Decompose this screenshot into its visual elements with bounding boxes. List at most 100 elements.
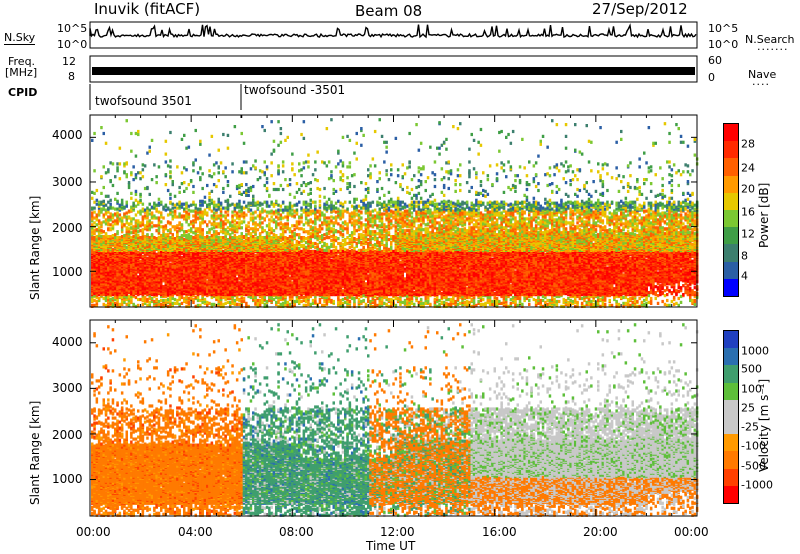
heatmap-cell (222, 249, 225, 253)
heatmap-cell (134, 222, 138, 226)
heatmap-cell (155, 209, 158, 213)
heatmap-cell (219, 201, 223, 205)
heatmap-cell (146, 297, 149, 302)
heatmap-cell (247, 186, 250, 191)
heatmap-cell (176, 202, 179, 206)
heatmap-cell (130, 222, 133, 226)
heatmap-cell (162, 244, 165, 248)
heatmap-cell (215, 203, 218, 207)
heatmap-cell (146, 256, 149, 260)
heatmap-cell (153, 294, 156, 299)
heatmap-cell (178, 236, 181, 240)
cpid-segment-1: twofsound 3501 (95, 94, 192, 108)
heatmap-cell (171, 214, 174, 218)
heatmap-cell (231, 299, 234, 304)
heatmap-cell (240, 299, 243, 304)
heatmap-cell (245, 233, 248, 237)
heatmap-cell (134, 176, 138, 180)
heatmap-cell (137, 234, 140, 238)
heatmap-cell (256, 223, 260, 227)
heatmap-cell (130, 288, 133, 292)
heatmap-cell (116, 207, 119, 211)
heatmap-cell (148, 223, 151, 227)
heatmap-cell (201, 232, 204, 236)
heatmap-cell (143, 224, 147, 228)
heatmap-cell (194, 232, 197, 236)
heatmap-cell (252, 203, 255, 207)
heatmap-cell (109, 301, 112, 305)
heatmap-cell (226, 146, 230, 150)
heatmap-cell (146, 151, 149, 155)
heatmap-cell (208, 248, 211, 252)
heatmap-cell (100, 291, 103, 295)
heatmap-cell (153, 216, 156, 220)
heatmap-cell (231, 202, 234, 206)
heatmap-cell (141, 217, 145, 221)
heatmap-cell (249, 167, 253, 171)
heatmap-cell (173, 209, 177, 213)
heatmap-cell (118, 284, 122, 288)
heatmap-cell (114, 212, 117, 216)
heatmap-cell (160, 263, 163, 267)
heatmap-cell (199, 139, 202, 143)
heatmap-cell (189, 235, 193, 239)
heatmap-cell (245, 193, 248, 197)
heatmap-cell (148, 202, 151, 206)
heatmap-cell (164, 294, 168, 299)
heatmap-cell (134, 189, 138, 193)
heatmap-cell (155, 207, 158, 211)
heatmap-cell (114, 278, 117, 282)
heatmap-cell (137, 132, 140, 137)
heatmap-cell (150, 287, 154, 291)
heatmap-cell (102, 165, 105, 169)
heatmap-cell (93, 274, 96, 278)
heatmap-cell (132, 285, 135, 289)
heatmap-cell (254, 221, 257, 225)
heatmap-cell (123, 297, 126, 302)
heatmap-cell (153, 248, 156, 252)
heatmap-cell (160, 225, 163, 229)
heatmap-cell (116, 162, 119, 166)
heatmap-cell (176, 301, 179, 305)
heatmap-cell (226, 198, 230, 202)
heatmap-cell (210, 222, 214, 226)
heatmap-cell (104, 283, 108, 287)
heatmap-cell (203, 208, 207, 212)
heatmap-cell (171, 225, 174, 229)
heatmap-cell (153, 303, 156, 307)
heatmap-cell (97, 296, 101, 301)
heatmap-cell (107, 283, 110, 287)
heatmap-cell (102, 230, 105, 234)
heatmap-cell (199, 229, 202, 233)
heatmap-cell (256, 236, 260, 240)
heatmap-cell (229, 287, 232, 291)
heatmap-cell (215, 257, 218, 261)
heatmap-cell (127, 185, 131, 190)
heatmap-cell (146, 233, 149, 237)
heatmap-cell (155, 175, 158, 179)
heatmap-cell (254, 159, 257, 163)
heatmap-cell (127, 296, 131, 301)
heatmap-cell (93, 169, 96, 173)
heatmap-cell (235, 229, 239, 233)
heatmap-cell (139, 297, 142, 302)
heatmap-cell (125, 230, 128, 234)
heatmap-cell (146, 206, 149, 210)
heatmap-cell (141, 220, 145, 224)
heatmap-cell (235, 236, 239, 240)
heatmap-cell (231, 162, 234, 166)
heatmap-cell (164, 224, 168, 228)
heatmap-cell (235, 225, 239, 229)
heatmap-cell (217, 232, 220, 236)
heatmap-cell (141, 228, 145, 232)
heatmap-cell (130, 262, 133, 266)
heatmap-cell (219, 207, 223, 211)
heatmap-cell (111, 268, 115, 272)
heatmap-cell (162, 234, 165, 238)
heatmap-cell (143, 273, 147, 277)
heatmap-cell (150, 138, 154, 142)
heatmap-cell (109, 227, 112, 231)
heatmap-cell (212, 230, 216, 234)
heatmap-cell (111, 213, 115, 217)
heatmap-cell (120, 216, 124, 220)
